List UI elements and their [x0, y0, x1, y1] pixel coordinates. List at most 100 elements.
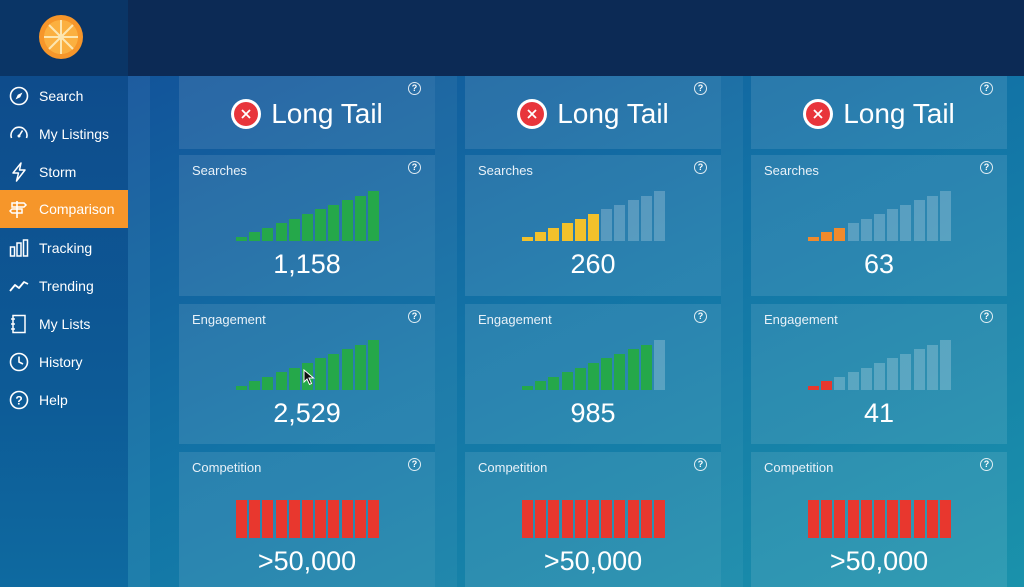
sidebar-item-trending[interactable]: Trending: [0, 267, 128, 305]
level-bar-filled: [341, 500, 353, 538]
metric-label: Engagement: [192, 312, 266, 327]
level-bar-filled: [548, 227, 560, 241]
level-bar-filled: [354, 195, 366, 241]
level-bar-empty: [874, 363, 885, 390]
top-bar: [0, 0, 1024, 76]
level-bar-filled: [249, 381, 261, 390]
sidebar-item-help[interactable]: ? Help: [0, 381, 128, 419]
help-icon[interactable]: ?: [980, 458, 993, 471]
keyword-type-label: Long Tail: [557, 98, 669, 129]
sidebar-item-label: My Lists: [39, 316, 91, 332]
level-bar-empty: [614, 204, 626, 241]
level-bar-filled: [821, 232, 833, 241]
gauge-icon: [8, 123, 30, 145]
level-bar-filled: [574, 367, 586, 390]
help-icon[interactable]: ?: [980, 82, 993, 95]
level-bars: [522, 340, 666, 390]
help-icon[interactable]: ?: [408, 458, 421, 471]
level-bar-filled: [236, 386, 247, 390]
metric-card-engagement: Engagement ? 2,529: [179, 304, 435, 444]
level-bar-filled: [368, 340, 379, 390]
keyword-status: Long Tail: [751, 94, 1007, 134]
level-bar-filled: [236, 500, 247, 538]
keyword-header-card: ? Long Tail: [179, 76, 435, 149]
metric-label: Competition: [764, 460, 834, 475]
notebook-icon: [8, 313, 30, 335]
sidebar-item-my-lists[interactable]: My Lists: [0, 305, 128, 343]
level-bar-filled: [834, 227, 846, 241]
logo-area[interactable]: [0, 0, 128, 76]
help-icon[interactable]: ?: [694, 161, 707, 174]
keyword-type-label: Long Tail: [271, 98, 383, 129]
level-bar-filled: [328, 353, 340, 390]
level-bar-filled: [522, 386, 533, 390]
level-bar-filled: [249, 232, 261, 241]
level-bar-filled: [328, 204, 340, 241]
sidebar-item-tracking[interactable]: Tracking: [0, 229, 128, 267]
metric-value: >50,000: [829, 546, 929, 576]
help-icon[interactable]: ?: [408, 82, 421, 95]
sidebar-item-search[interactable]: Search: [0, 77, 128, 115]
level-bar-filled: [288, 218, 300, 241]
level-bar-filled: [275, 223, 287, 241]
level-bar-filled: [275, 372, 287, 390]
column-gutter: [128, 76, 150, 587]
level-bar-filled: [926, 500, 938, 538]
keyword-header-card: ? Long Tail: [465, 76, 721, 149]
level-bar-filled: [315, 209, 327, 241]
metric-value: >50,000: [257, 546, 357, 576]
metric-value: 1,158: [273, 249, 341, 279]
level-bar-filled: [288, 500, 300, 538]
level-bar-filled: [548, 500, 560, 538]
level-bar-filled: [288, 367, 300, 390]
level-bar-filled: [315, 358, 327, 390]
sidebar-item-label: Comparison: [39, 201, 115, 217]
level-bar-filled: [601, 500, 613, 538]
sidebar-item-storm[interactable]: Storm: [0, 153, 128, 191]
level-bar-empty: [601, 209, 613, 241]
level-bar-empty: [940, 340, 951, 390]
sidebar-item-my-listings[interactable]: My Listings: [0, 115, 128, 153]
sidebar-item-comparison[interactable]: Comparison: [0, 190, 128, 228]
level-bar-empty: [847, 372, 859, 390]
level-bar-empty: [654, 191, 665, 241]
orange-slice-logo[interactable]: [38, 14, 84, 60]
signpost-icon: [8, 198, 30, 220]
fail-x-icon: [803, 99, 834, 129]
help-icon[interactable]: ?: [694, 310, 707, 323]
column-gutter: [721, 76, 743, 587]
level-bar-empty: [874, 214, 885, 241]
mouse-cursor-icon: [303, 369, 315, 386]
level-bars: [236, 488, 380, 538]
help-icon[interactable]: ?: [980, 310, 993, 323]
level-bar-empty: [860, 218, 872, 241]
level-bar-filled: [535, 381, 547, 390]
metric-card-searches: Searches ? 260: [465, 155, 721, 296]
level-bar-filled: [574, 500, 586, 538]
level-bar-filled: [614, 500, 626, 538]
help-icon[interactable]: ?: [408, 161, 421, 174]
level-bar-filled: [808, 237, 819, 241]
level-bar-filled: [601, 358, 613, 390]
level-bar-empty: [860, 367, 872, 390]
help-icon[interactable]: ?: [980, 161, 993, 174]
level-bar-empty: [654, 340, 665, 390]
level-bar-filled: [341, 349, 353, 390]
sidebar-item-history[interactable]: History: [0, 343, 128, 381]
level-bar-empty: [913, 349, 925, 390]
level-bar-filled: [522, 237, 533, 241]
metric-label: Searches: [192, 163, 247, 178]
level-bar-filled: [574, 218, 586, 241]
level-bar-filled: [535, 232, 547, 241]
level-bar-filled: [614, 353, 626, 390]
help-icon[interactable]: ?: [694, 82, 707, 95]
level-bar-empty: [926, 195, 938, 241]
metric-value: 985: [570, 398, 616, 428]
level-bar-empty: [627, 200, 639, 241]
help-icon[interactable]: ?: [408, 310, 421, 323]
help-icon[interactable]: ?: [694, 458, 707, 471]
keyword-status: Long Tail: [179, 94, 435, 134]
level-bar-filled: [341, 200, 353, 241]
level-bar-filled: [887, 500, 899, 538]
level-bar-filled: [535, 500, 547, 538]
